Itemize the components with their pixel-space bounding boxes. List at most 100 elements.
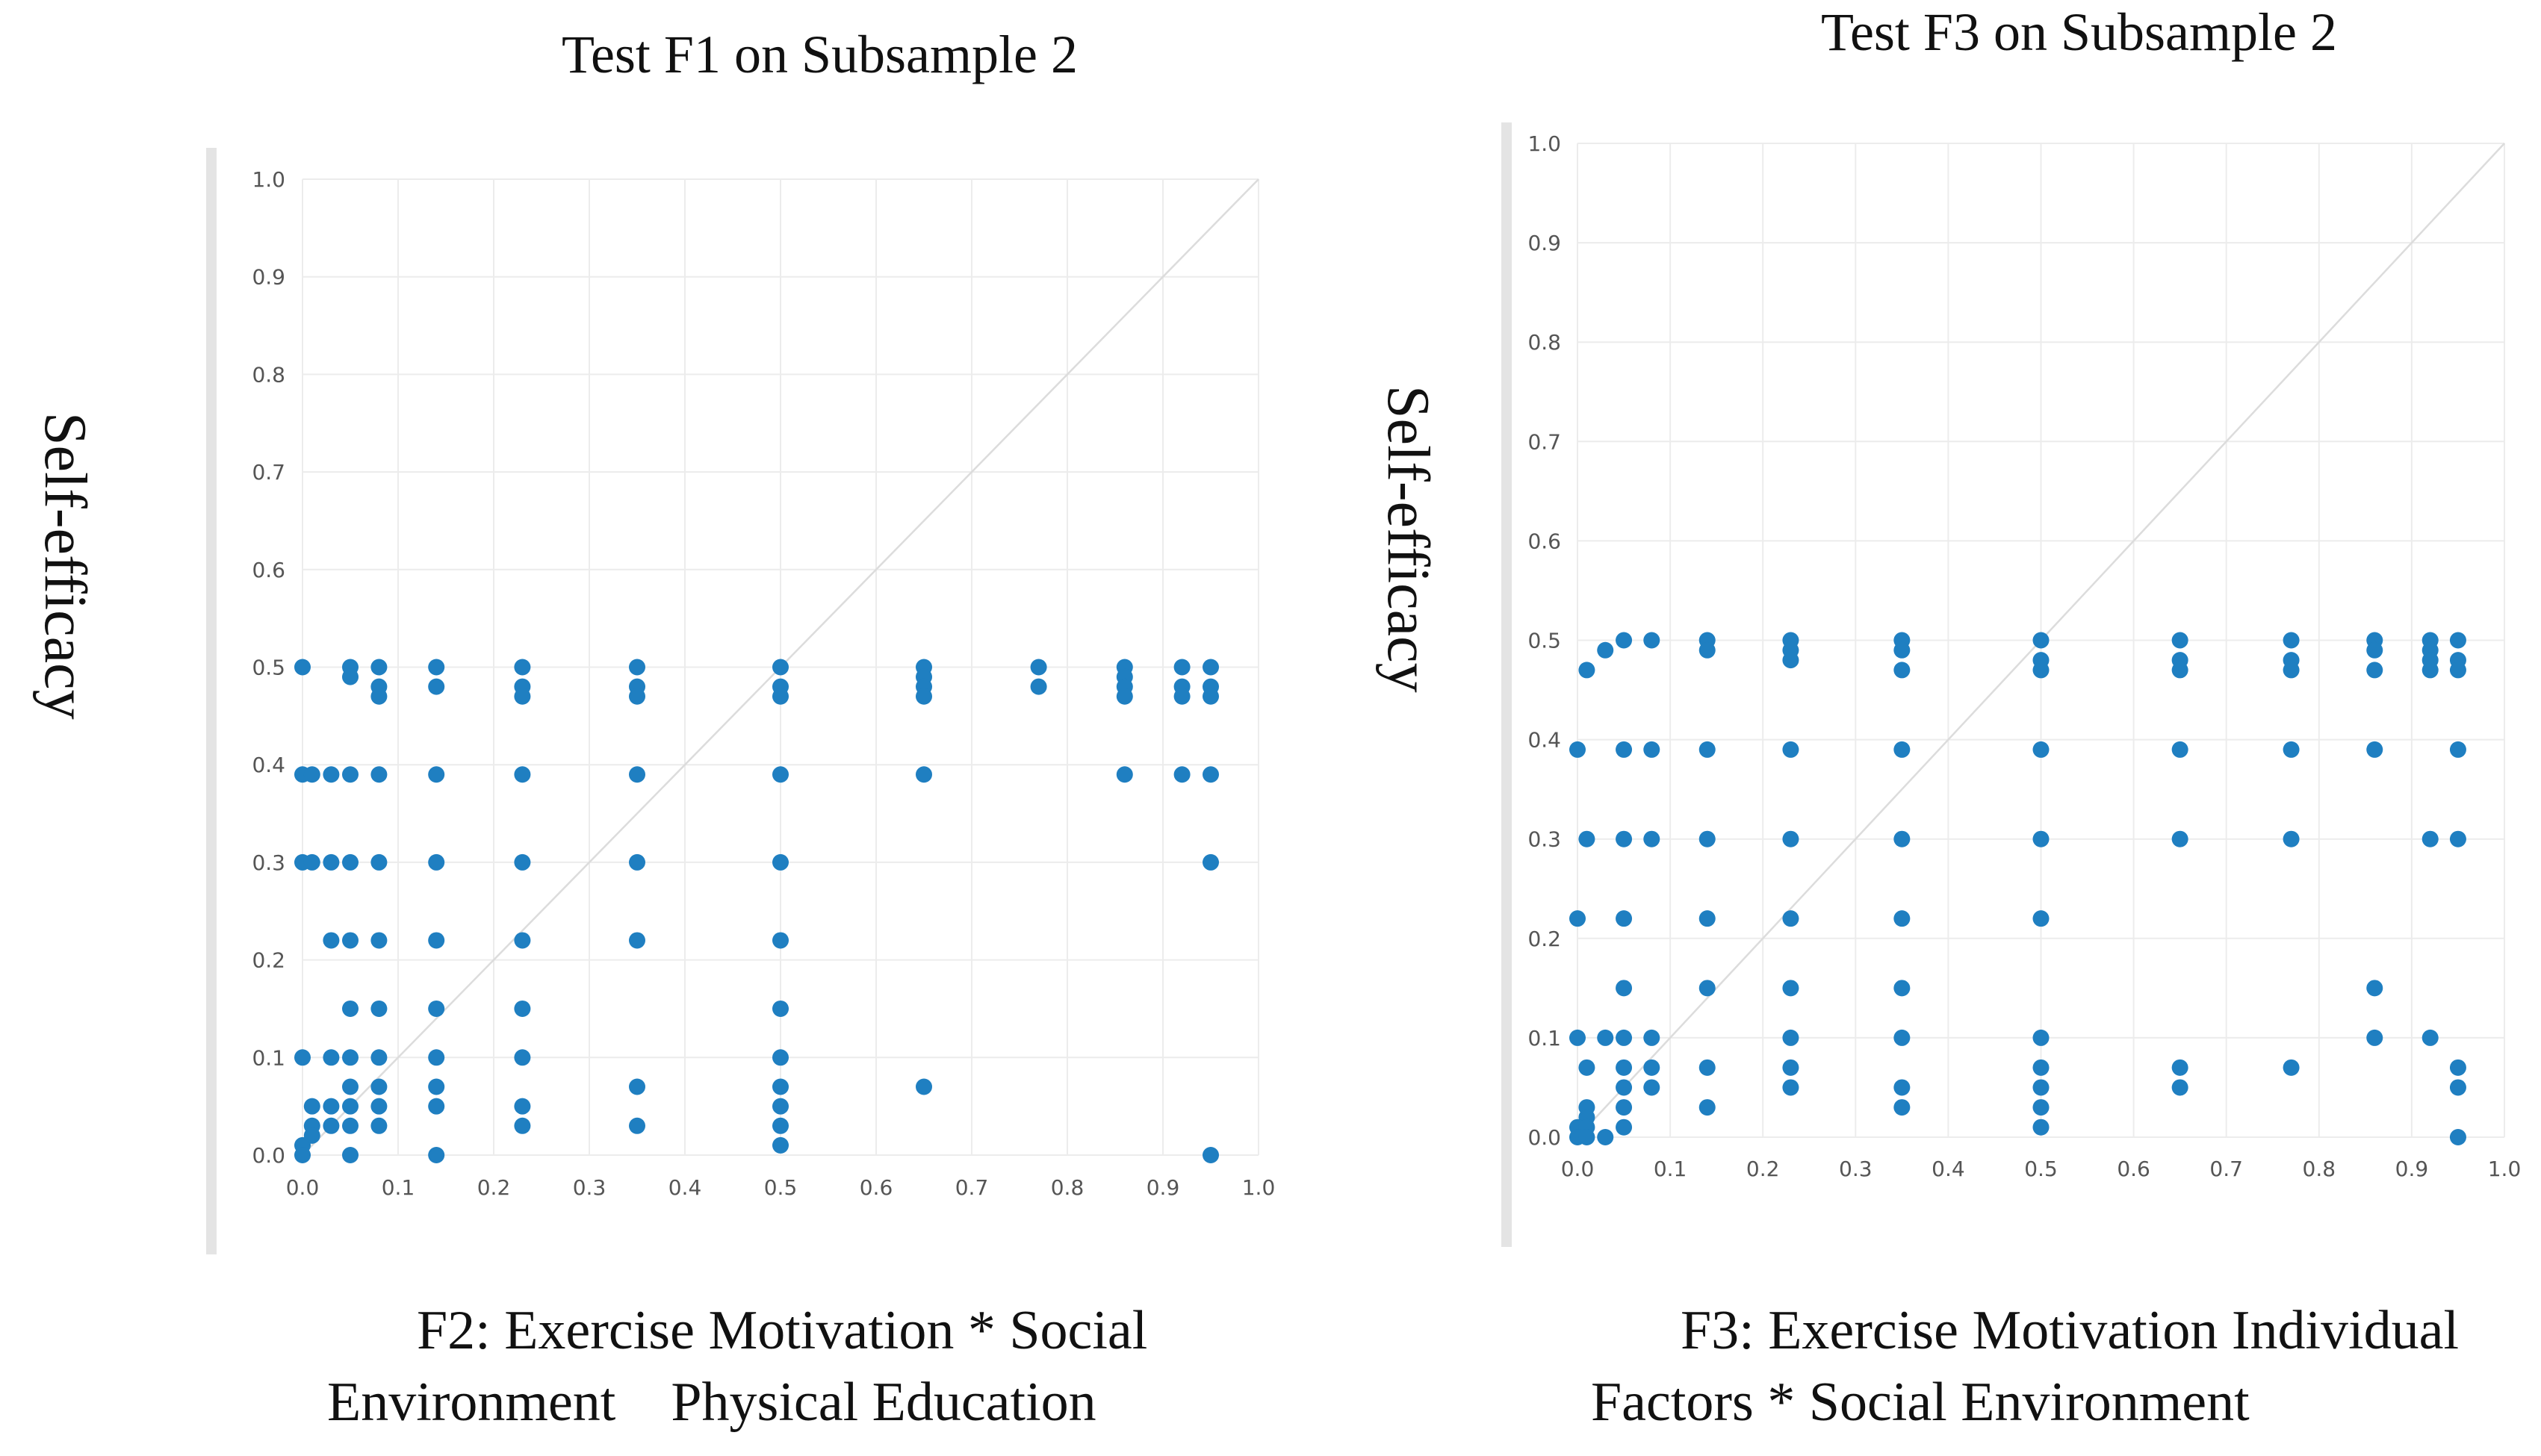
data-point [303, 853, 320, 871]
x-tick-label: 0.4 [668, 1175, 702, 1200]
data-point [2283, 1059, 2300, 1076]
data-point [303, 1127, 320, 1144]
data-point [428, 1147, 445, 1163]
data-point [370, 1000, 388, 1017]
data-point [2171, 741, 2188, 758]
data-point [514, 1049, 531, 1066]
x-tick-label: 0.1 [382, 1175, 415, 1200]
data-point [323, 932, 340, 949]
data-point [1597, 1129, 1614, 1145]
y-tick-label: 0.7 [1527, 429, 1561, 454]
data-point [428, 1000, 445, 1017]
data-point [772, 688, 789, 705]
data-point [342, 1049, 359, 1066]
y-tick-label: 0.5 [1527, 629, 1561, 653]
x-tick-label: 0.8 [2303, 1157, 2336, 1181]
y-tick-label: 0.4 [252, 753, 285, 777]
x-axis-label-line-1: F3: Exercise Motivation Individual [1681, 1300, 2459, 1361]
data-point [2421, 662, 2439, 679]
data-point [1893, 641, 1911, 659]
data-point [1893, 830, 1911, 847]
data-point [2421, 830, 2439, 847]
data-point [1173, 766, 1191, 783]
data-point [428, 678, 445, 695]
data-point [1578, 830, 1595, 847]
data-point [514, 688, 531, 705]
data-point [514, 1098, 531, 1115]
data-point [1698, 641, 1716, 659]
data-point [2032, 830, 2050, 847]
data-point [1030, 678, 1047, 695]
data-point [1782, 1029, 1799, 1046]
data-point [303, 766, 320, 783]
data-point [1893, 980, 1911, 997]
x-tick-label: 0.5 [764, 1175, 798, 1200]
data-point [1203, 766, 1219, 783]
data-point [2283, 662, 2300, 679]
chart-panel-f3: Test F3 on Subsample 2 Self-efficacy 0.0… [1315, 0, 2541, 1456]
plot-frame-bar [1501, 122, 1512, 1247]
data-point [1616, 741, 1633, 758]
data-point [772, 1078, 789, 1095]
data-point [370, 1078, 388, 1095]
data-point [1616, 1099, 1633, 1116]
y-tick-label: 0.8 [252, 362, 285, 387]
data-point [1616, 632, 1633, 649]
data-point [2032, 741, 2050, 758]
data-point [342, 668, 359, 685]
data-point [2449, 662, 2466, 679]
data-point [370, 1049, 388, 1066]
data-point [2032, 1099, 2050, 1116]
x-axis-label-line-2: Environment Physical Education [327, 1372, 1096, 1433]
data-point [2032, 632, 2050, 649]
data-point [1893, 910, 1911, 927]
data-point [1578, 1129, 1595, 1145]
data-point [1203, 659, 1219, 676]
x-axis-label: F2: Exercise Motivation * Social Environ… [327, 1295, 1147, 1438]
data-point [428, 1049, 445, 1066]
chart-panel-f1: Test F1 on Subsample 2 Self-efficacy 0.0… [32, 25, 1275, 1438]
y-tick-label: 0.4 [1527, 728, 1561, 753]
data-point [1030, 659, 1047, 676]
data-point [2449, 632, 2466, 649]
data-point [342, 766, 359, 783]
x-tick-label: 0.2 [477, 1175, 511, 1200]
data-point [629, 766, 645, 783]
scatter-plot: 0.0 0.1 0.2 0.3 0.4 0.5 0.6 0.7 0.8 0.9 1.0 0.0 0.1 0… [206, 148, 1275, 1254]
data-point [303, 1098, 320, 1115]
chart-title: Test F3 on Subsample 2 [1821, 2, 2337, 62]
y-tick-label: 0.5 [252, 656, 285, 680]
data-point [294, 659, 311, 676]
y-tick-label: 1.0 [1527, 131, 1561, 156]
x-tick-label: 0.5 [2024, 1157, 2058, 1181]
data-point [342, 853, 359, 871]
data-point [1893, 1029, 1911, 1046]
y-tick-label: 0.1 [1527, 1026, 1561, 1051]
data-point [1643, 1059, 1660, 1076]
data-point [370, 1098, 388, 1115]
data-point [2366, 662, 2383, 679]
data-point [1203, 688, 1219, 705]
data-point [2032, 1079, 2050, 1096]
y-tick-label: 0.6 [252, 558, 285, 582]
data-point [1698, 980, 1716, 997]
data-point [1616, 1029, 1633, 1046]
data-point [1616, 830, 1633, 847]
data-point [2283, 830, 2300, 847]
data-point [2366, 641, 2383, 659]
data-point [2449, 1129, 2466, 1145]
data-point [772, 1049, 789, 1066]
x-tick-label: 0.1 [1654, 1157, 1687, 1181]
data-point [1116, 688, 1133, 705]
data-point [2171, 830, 2188, 847]
plot-frame-bar [206, 148, 217, 1254]
data-point [1203, 853, 1219, 871]
data-point [1698, 1059, 1716, 1076]
data-point [1616, 1079, 1633, 1096]
data-point [342, 1000, 359, 1017]
data-point [2449, 1059, 2466, 1076]
data-point [1173, 688, 1191, 705]
data-point [1643, 1079, 1660, 1096]
data-point [772, 659, 789, 676]
data-point [2366, 980, 2383, 997]
